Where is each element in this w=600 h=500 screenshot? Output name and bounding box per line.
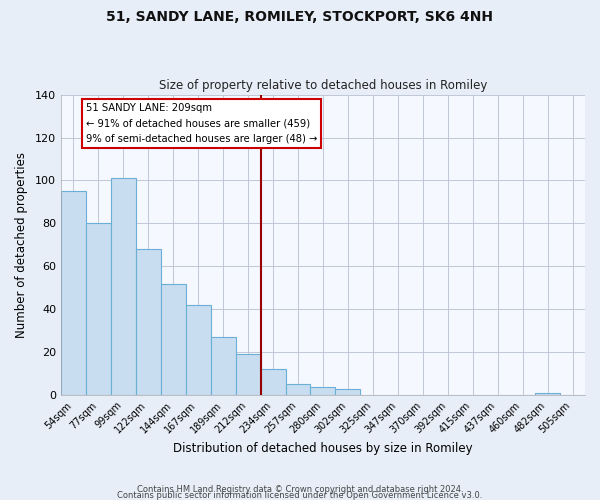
Bar (211, 337, 236, 395)
Text: 51 SANDY LANE: 209sqm
← 91% of detached houses are smaller (459)
9% of semi-deta: 51 SANDY LANE: 209sqm ← 91% of detached … (86, 103, 317, 144)
Text: Contains HM Land Registry data © Crown copyright and database right 2024.: Contains HM Land Registry data © Crown c… (137, 484, 463, 494)
Bar (111, 178, 136, 395)
Text: Contains public sector information licensed under the Open Government Licence v3: Contains public sector information licen… (118, 490, 482, 500)
Bar (335, 389, 361, 395)
Bar (186, 305, 211, 395)
Y-axis label: Number of detached properties: Number of detached properties (15, 152, 28, 338)
Bar (535, 393, 560, 395)
Bar (310, 386, 335, 395)
Bar (161, 284, 186, 395)
Bar (260, 370, 286, 395)
Bar (236, 354, 260, 395)
X-axis label: Distribution of detached houses by size in Romiley: Distribution of detached houses by size … (173, 442, 473, 455)
Bar (136, 249, 161, 395)
Title: Size of property relative to detached houses in Romiley: Size of property relative to detached ho… (159, 79, 487, 92)
Text: 51, SANDY LANE, ROMILEY, STOCKPORT, SK6 4NH: 51, SANDY LANE, ROMILEY, STOCKPORT, SK6 … (107, 10, 493, 24)
Bar (61, 191, 86, 395)
Bar (86, 224, 111, 395)
Bar (286, 384, 310, 395)
